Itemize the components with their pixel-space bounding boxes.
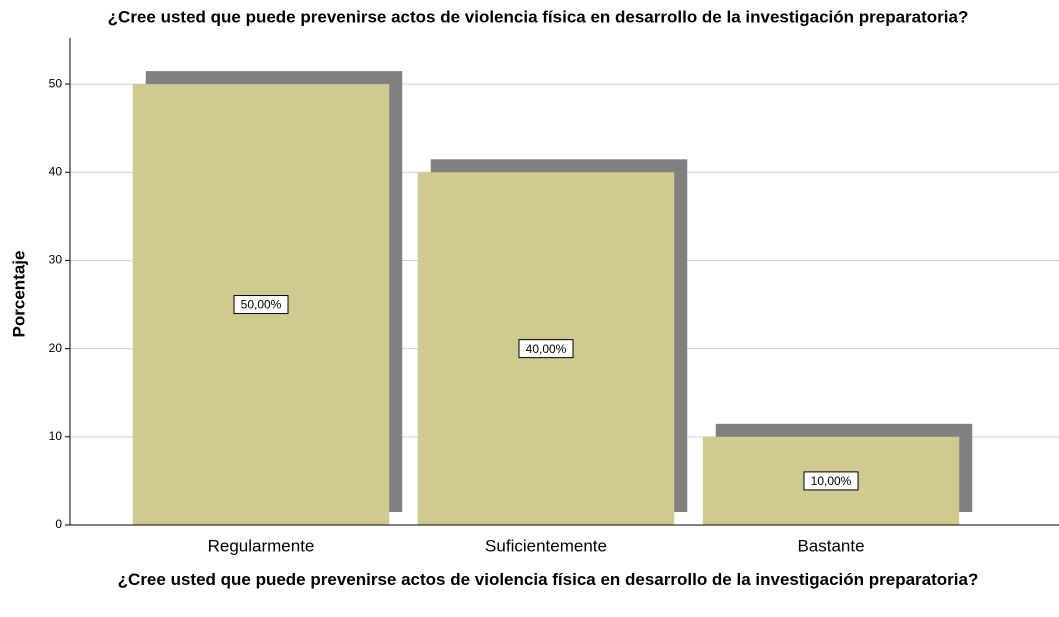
x-tick-label: Regularmente — [208, 536, 315, 555]
x-axis-title: ¿Cree usted que puede prevenirse actos d… — [117, 570, 979, 589]
y-axis-title: Porcentaje — [9, 251, 28, 338]
y-tick-label: 30 — [49, 253, 63, 267]
y-tick-label: 0 — [55, 517, 62, 531]
value-label: 40,00% — [526, 342, 567, 356]
value-label: 50,00% — [241, 298, 282, 312]
x-tick-label: Suficientemente — [485, 536, 607, 555]
value-label-box — [518, 339, 574, 359]
chart-title: ¿Cree usted que puede prevenirse actos d… — [108, 7, 969, 26]
value-label: 10,00% — [811, 474, 852, 488]
y-tick-label: 50 — [49, 76, 63, 90]
y-tick-label: 10 — [49, 429, 63, 443]
y-tick-label: 20 — [49, 341, 63, 355]
y-tick-label: 40 — [49, 164, 63, 178]
value-label-box — [233, 295, 289, 315]
value-label-box — [803, 471, 859, 491]
x-tick-label: Bastante — [797, 536, 864, 555]
